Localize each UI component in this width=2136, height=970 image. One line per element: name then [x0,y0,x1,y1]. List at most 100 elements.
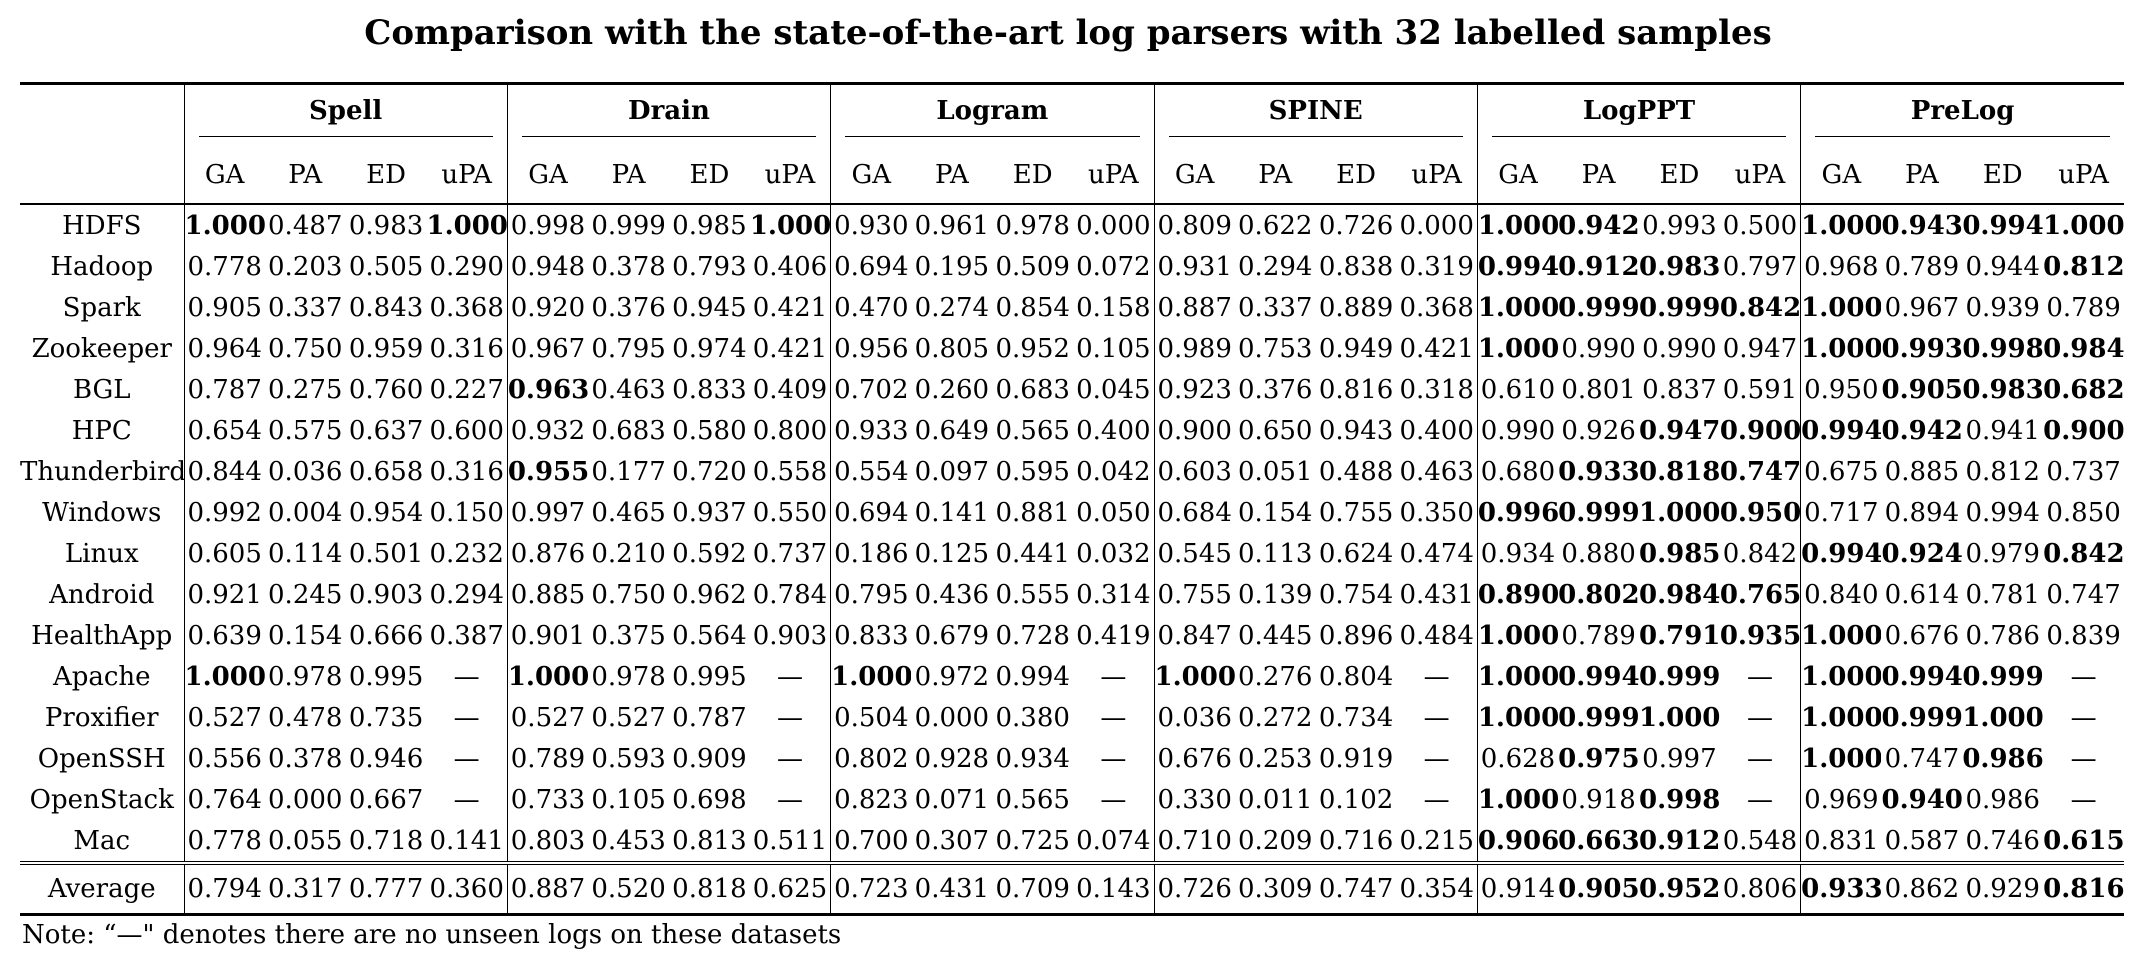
value-cell: 0.272 [1238,702,1313,733]
value-cell: 0.747 [1884,743,1960,774]
table-row: HealthApp 0.639 0.154 0.666 0.387 0.901 0.375 0… [20,615,2124,656]
value-cell: 0.839 [2046,620,2121,651]
value-cell: 0.150 [426,492,508,533]
value-cell: 0.260 [914,374,990,405]
value-cell: 0.934 [995,743,1070,774]
value-cell: 0.725 [995,825,1070,856]
value-cell: 0.337 [1238,292,1313,323]
value-cell: 0.800 [749,410,832,451]
value-cell: 1.000 [1801,620,1882,651]
value-cell: 1.000 [184,661,265,692]
value-cell: 0.838 [1318,251,1394,282]
value-cell: 0.276 [1238,661,1313,692]
value-cell: 0.700 [834,825,909,856]
value-cell: 0.847 [1157,620,1232,651]
dataset-name-cell: Thunderbird [20,451,185,492]
value-cell: 0.628 [1480,743,1556,774]
value-cell: 0.195 [914,251,990,282]
value-cell: 0.950 [1719,492,1802,533]
value-cell: 0.318 [1396,369,1478,410]
value-cell: 0.105 [591,784,666,815]
value-cell: 0.887 [1157,292,1232,323]
value-cell: 0.994 [1801,415,1882,446]
value-cell: 0.710 [1157,825,1232,856]
metric-header-ed: ED [345,147,427,205]
value-cell: — [1396,697,1478,738]
value-cell: 0.939 [1965,292,2040,323]
value-cell: — [1719,779,1802,820]
value-cell: 0.717 [1804,497,1879,528]
dataset-name-cell: HealthApp [20,615,185,656]
value-cell: 0.998 [510,210,586,241]
value-cell: — [1396,656,1478,697]
value-cell: 0.102 [1318,784,1394,815]
value-cell: 0.550 [749,492,832,533]
table-row: OpenSSH 0.556 0.378 0.946—0.789 0.593 0.909—0… [20,738,2124,779]
value-cell: 0.556 [187,743,262,774]
value-cell: 0.885 [510,579,586,610]
value-cell: 0.215 [1396,820,1478,863]
value-cell: 1.000 [1801,661,1882,692]
value-cell: 0.622 [1238,210,1313,241]
value-cell: — [1073,738,1155,779]
value-cell: 0.854 [995,292,1070,323]
value-cell: 0.726 [1154,861,1235,916]
value-cell: 0.667 [348,784,424,815]
value-cell: 0.747 [1315,861,1397,916]
value-cell: 0.940 [1881,784,1963,815]
value-cell: 0.979 [1965,538,2040,569]
value-cell: 0.978 [995,210,1070,241]
value-cell: 1.000 [1801,743,1882,774]
metric-header-ed: ED [668,147,750,205]
value-cell: 0.750 [591,579,666,610]
value-cell: 0.465 [591,497,666,528]
value-cell: 0.050 [1073,492,1155,533]
value-cell: 0.478 [268,702,343,733]
value-cell: 1.000 [1801,702,1882,733]
value-cell: 0.999 [1558,292,1639,323]
value-cell: 1.000 [1801,333,1882,364]
value-cell: 0.545 [1157,538,1232,569]
value-cell: 0.317 [264,861,346,916]
table-row: Spark 0.905 0.337 0.843 0.368 0.920 0.376 0.945… [20,287,2124,328]
value-cell: 0.983 [348,210,424,241]
value-cell: 0.436 [914,579,990,610]
value-cell: 0.905 [1881,374,1963,405]
value-cell: 0.972 [914,661,990,692]
metric-header-pa: PA [1234,147,1316,205]
value-cell: 0.842 [2043,538,2124,569]
value-cell: 0.141 [426,820,508,863]
method-header-drain: Drain [507,83,832,147]
value-cell: 0.000 [914,702,990,733]
dataset-header-cell [20,83,185,147]
value-cell: 0.964 [187,333,262,364]
value-cell: 0.595 [995,456,1070,487]
value-cell: — [749,656,832,697]
value-cell: 0.876 [510,538,586,569]
value-cell: 0.004 [268,497,343,528]
value-cell: 0.843 [348,292,424,323]
value-cell: 0.294 [1238,251,1313,282]
value-cell: 0.967 [1884,292,1960,323]
value-cell: 0.564 [672,620,747,651]
value-cell: 0.842 [1719,287,1802,328]
value-cell: 0.453 [591,825,666,856]
value-cell: 0.625 [749,861,832,916]
value-cell: 0.316 [426,328,508,369]
value-cell: 0.580 [672,415,747,446]
value-cell: — [2070,743,2097,774]
value-cell: 0.999 [1558,497,1639,528]
value-cell: 0.920 [510,292,586,323]
value-cell: 0.778 [187,251,262,282]
value-cell: 0.676 [1884,620,1960,651]
value-cell: 0.000 [1073,204,1155,246]
value-cell: 0.728 [995,620,1070,651]
value-cell: 0.947 [1719,328,1802,369]
value-cell: 0.900 [1719,410,1802,451]
value-cell: 0.527 [591,702,666,733]
value-cell: 0.158 [1073,287,1155,328]
method-label: Logram [845,96,1140,137]
table-row: Proxifier 0.527 0.478 0.735—0.527 0.527 0.787… [20,697,2124,738]
method-label: PreLog [1815,96,2110,137]
value-cell: 0.350 [1396,492,1478,533]
